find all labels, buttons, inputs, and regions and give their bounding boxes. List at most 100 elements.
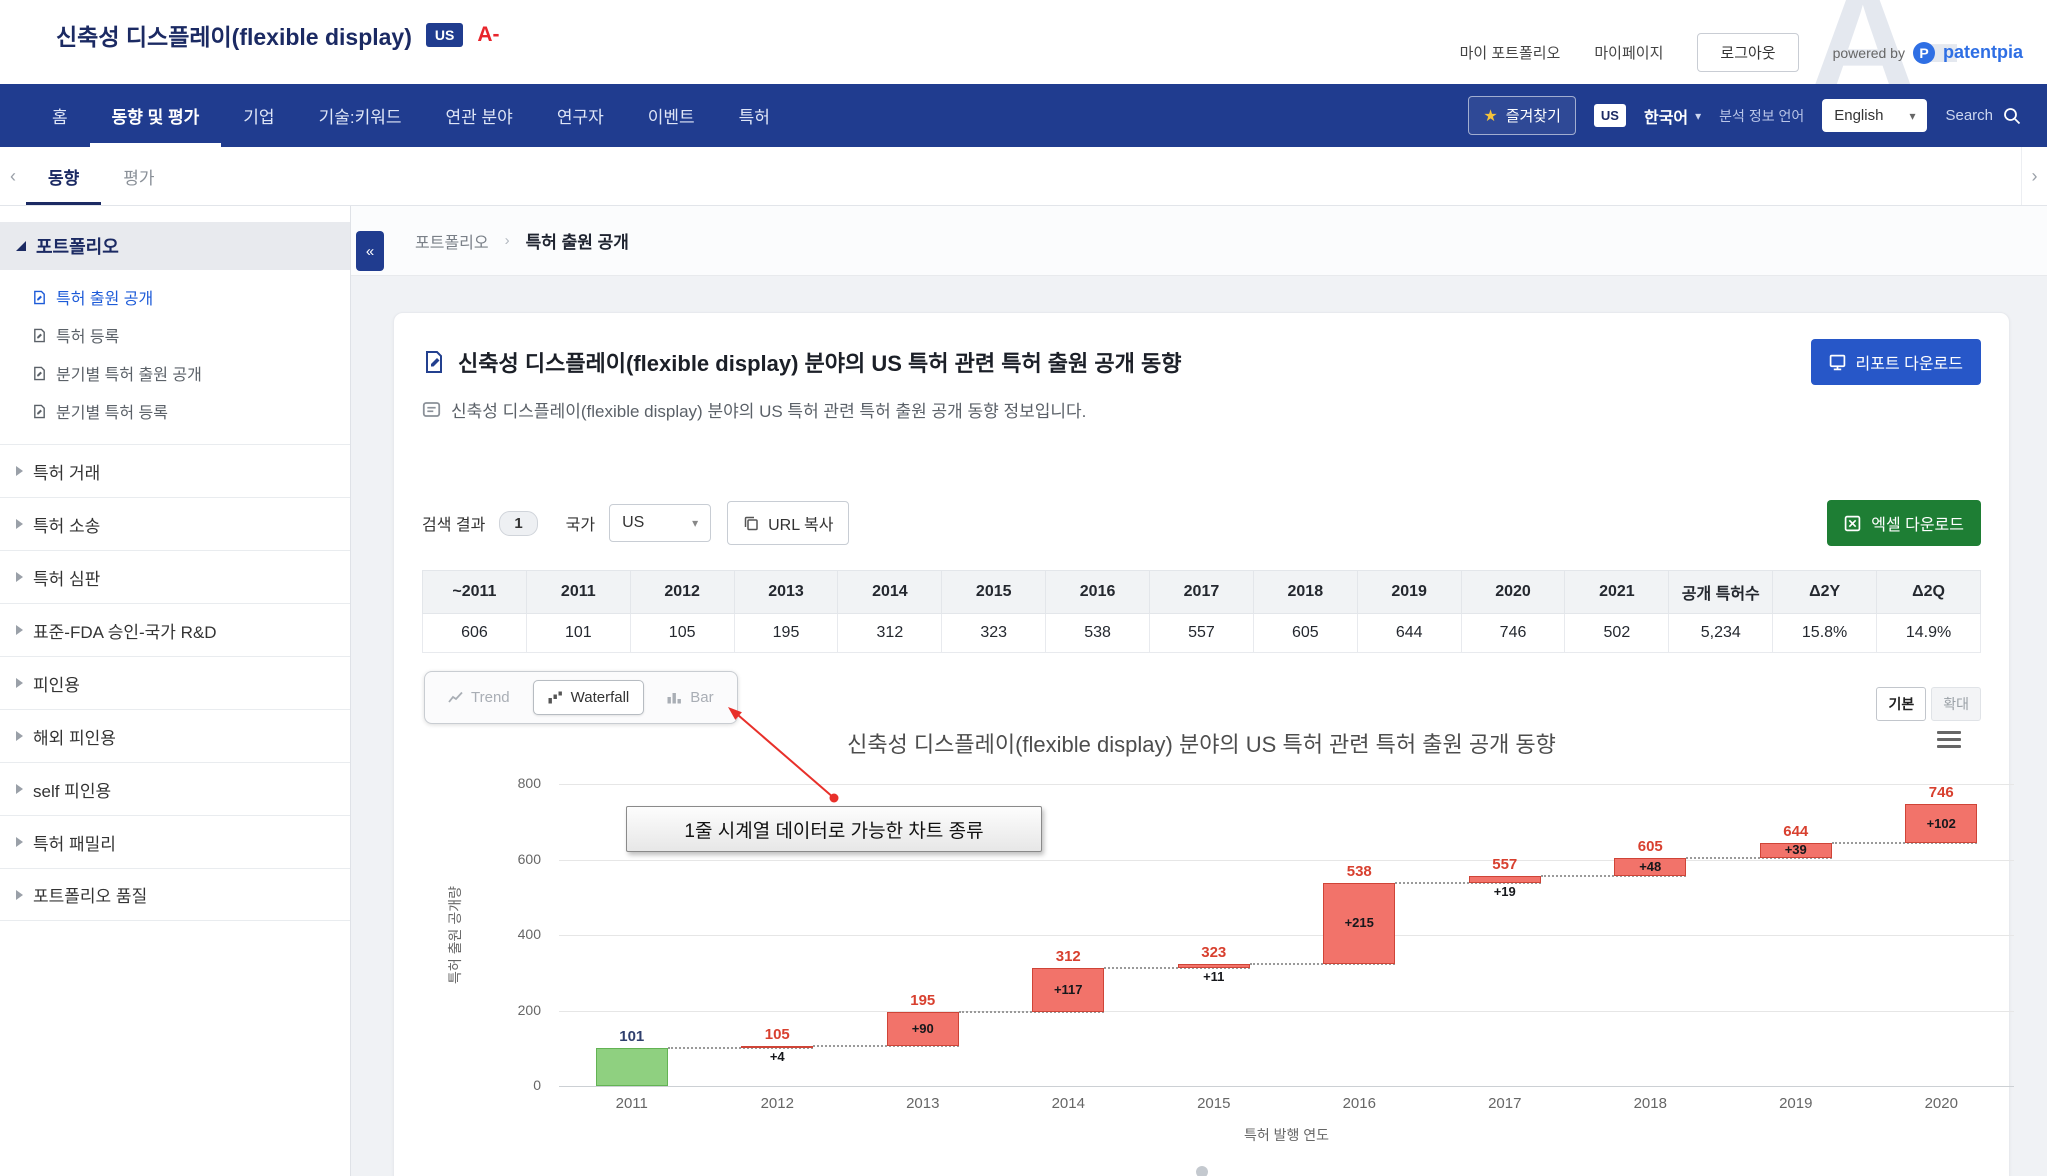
caret-down-icon [16, 241, 26, 251]
sidebar-collapse-button[interactable]: « [356, 231, 384, 271]
sidebar-item-특허 출원 공개[interactable]: 특허 출원 공개 [0, 278, 350, 316]
chart-plot: 101 105 +4 195 +90 312 +117 323 +11 538 +215 557 +19… [559, 784, 2014, 1087]
waterfall-bar-2019[interactable] [1759, 842, 1832, 858]
sidebar-section-label: self 피인용 [33, 781, 112, 801]
my-portfolio-link[interactable]: 마이 포트폴리오 [1459, 45, 1561, 62]
sidebar-item-label: 특허 등록 [56, 329, 120, 346]
y-tick-label: 0 [533, 1077, 541, 1093]
sidebar-item-label: 특허 출원 공개 [56, 291, 154, 308]
waterfall-connector [1395, 881, 1541, 884]
patentpia-logo-text[interactable]: patentpia [1942, 42, 2023, 62]
tab-scroll-left-icon[interactable]: ‹ [10, 165, 16, 186]
top-header: A- 신축성 디스플레이(flexible display) US A- 마이 … [0, 0, 2047, 84]
waterfall-bar-2018[interactable] [1614, 857, 1687, 876]
chart-zoom-group: 기본 확대 [1876, 687, 1981, 721]
sidebar-section-label: 해외 피인용 [33, 728, 116, 748]
waterfall-connector [1686, 856, 1832, 859]
chart-type-trend-button[interactable]: Trend [433, 680, 525, 715]
total-label: 101 [619, 1027, 645, 1045]
url-copy-button[interactable]: URL 복사 [727, 501, 850, 545]
table-value-cell: 323 [941, 613, 1047, 653]
sidebar-section-특허 소송[interactable]: 특허 소송 [0, 497, 350, 550]
sidebar-section-표준-FDA 승인-국가 R&D[interactable]: 표준-FDA 승인-국가 R&D [0, 603, 350, 656]
breadcrumb-parent[interactable]: 포트폴리오 [415, 234, 489, 252]
sidebar-section-self 피인용[interactable]: self 피인용 [0, 762, 350, 815]
search-result-count: 1 [499, 510, 538, 536]
sidebar-item-분기별 특허 출원 공개[interactable]: 분기별 특허 출원 공개 [0, 354, 350, 392]
nav-country-badge: US [1593, 104, 1626, 127]
sidebar-section-해외 피인용[interactable]: 해외 피인용 [0, 709, 350, 762]
total-label: 195 [910, 992, 936, 1010]
nav-item-동향 및 평가[interactable]: 동향 및 평가 [90, 84, 222, 147]
star-icon: ★ [1483, 107, 1498, 125]
table-value-cell: 605 [1252, 613, 1358, 653]
sidebar-item-분기별 특허 등록[interactable]: 분기별 특허 등록 [0, 392, 350, 430]
waterfall-bar-2011[interactable] [595, 1047, 668, 1086]
language-dropdown[interactable]: 한국어 ▾ [1644, 104, 1701, 128]
bar-label: Bar [690, 689, 714, 706]
caret-right-icon [16, 889, 23, 900]
table-value-cell: 101 [525, 613, 631, 653]
sidebar-section-label: 특허 패밀리 [33, 834, 116, 854]
card-title-group: 신축성 디스플레이(flexible display) 분야의 US 특허 관련… [422, 346, 1181, 378]
my-page-link[interactable]: 마이페이지 [1594, 45, 1664, 62]
nav-item-기술:키워드[interactable]: 기술:키워드 [318, 108, 402, 127]
waterfall-bar-2012[interactable] [741, 1046, 814, 1049]
sub-tab-동향[interactable]: 동향 [26, 147, 101, 205]
copy-icon [744, 516, 758, 531]
excel-download-button[interactable]: 엑셀 다운로드 [1827, 500, 1981, 546]
nav-item-연관 분야[interactable]: 연관 분야 [445, 108, 513, 127]
analysis-language-select[interactable]: English ▾ [1822, 99, 1928, 132]
table-header-cell: 2015 [941, 570, 1047, 614]
total-label: 538 [1346, 862, 1372, 880]
waterfall-bar-2017[interactable] [1468, 875, 1541, 883]
chart-type-waterfall-button[interactable]: Waterfall [532, 680, 645, 715]
nav-item-홈[interactable]: 홈 [52, 108, 68, 127]
carousel-dot[interactable] [1195, 1166, 1208, 1176]
sidebar-section-피인용[interactable]: 피인용 [0, 656, 350, 709]
x-tick-label: 2014 [1051, 1095, 1085, 1112]
sidebar-item-특허 등록[interactable]: 특허 등록 [0, 316, 350, 354]
chart-menu-icon[interactable] [1937, 731, 1961, 752]
chart-expand-button[interactable]: 확대 [1931, 687, 1981, 721]
main-area: 포트폴리오 특허 출원 공개 특허 등록 분기별 특허 출원 공개 분기별 특허 등록 특… [0, 206, 2047, 1176]
report-download-label: 리포트 다운로드 [1855, 356, 1964, 373]
chart-type-bar-button[interactable]: Bar [652, 680, 728, 715]
table-header-cell: 2012 [629, 570, 735, 614]
waterfall-bar-2016[interactable] [1323, 882, 1396, 965]
nav-item-연구자[interactable]: 연구자 [556, 108, 604, 127]
table-value-cell: 502 [1564, 613, 1670, 653]
sidebar-section-포트폴리오[interactable]: 포트폴리오 [0, 222, 350, 270]
waterfall-bar-2020[interactable] [1905, 804, 1978, 843]
gridline [559, 935, 2014, 936]
sidebar-section-특허 심판[interactable]: 특허 심판 [0, 550, 350, 603]
waterfall-bar-2013[interactable] [886, 1012, 959, 1047]
waterfall-bar-2014[interactable] [1032, 968, 1105, 1013]
total-label: 644 [1783, 822, 1809, 840]
nav-item-이벤트[interactable]: 이벤트 [647, 108, 695, 127]
sidebar-section-특허 거래[interactable]: 특허 거래 [0, 444, 350, 497]
report-download-button[interactable]: 리포트 다운로드 [1810, 339, 1981, 385]
waterfall-connector [813, 1045, 959, 1048]
sub-tab-평가[interactable]: 평가 [123, 168, 155, 188]
search-input[interactable]: Search [1945, 107, 2021, 125]
chevron-down-icon: ▾ [1909, 108, 1916, 123]
total-label: 557 [1492, 855, 1518, 873]
table-header-cell: 공개 특허수 [1668, 570, 1774, 614]
waterfall-connector [1540, 874, 1687, 877]
nav-item-특허[interactable]: 특허 [738, 108, 770, 127]
chart-basic-button[interactable]: 기본 [1876, 687, 1927, 721]
grade-watermark: A- [1808, 0, 1963, 84]
sidebar-section-특허 패밀리[interactable]: 특허 패밀리 [0, 815, 350, 868]
nav-item-기업[interactable]: 기업 [243, 108, 275, 127]
sidebar-section-label: 포트폴리오 품질 [33, 887, 148, 906]
tab-scroll-right-icon[interactable]: › [2021, 147, 2047, 205]
favorite-button[interactable]: ★ 즐겨찾기 [1468, 96, 1576, 135]
country-select[interactable]: US ▾ [609, 504, 712, 542]
waterfall-bar-2015[interactable] [1177, 964, 1250, 969]
sidebar-section-포트폴리오 품질[interactable]: 포트폴리오 품질 [0, 868, 350, 921]
x-tick-label: 2015 [1197, 1095, 1231, 1112]
gridline [559, 859, 2014, 861]
logout-button[interactable]: 로그아웃 [1697, 33, 1799, 72]
